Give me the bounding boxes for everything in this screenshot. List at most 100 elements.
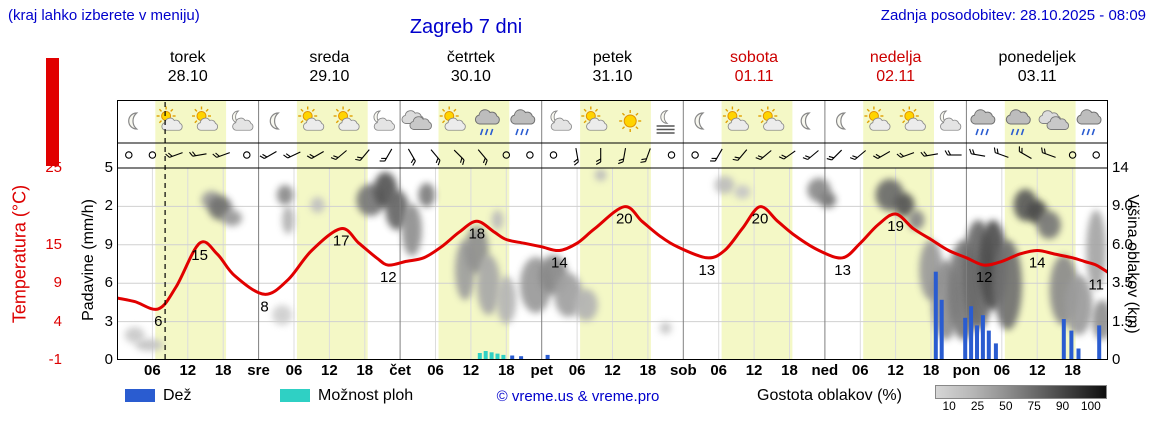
shower-bar [483, 351, 488, 360]
time-label-18: 18 [1064, 362, 1081, 379]
weather-icon-sun-cloud [192, 106, 218, 131]
wind-barb-icon [595, 148, 602, 165]
weather-icon-moon-cloud [373, 110, 395, 131]
weather-icon-rain [474, 109, 500, 136]
time-label-12: 12 [887, 362, 904, 379]
time-label-pet: pet [530, 362, 553, 379]
wind-calm-icon [125, 151, 133, 159]
weather-icon-moon [128, 112, 139, 130]
weather-icon-moon [800, 112, 811, 130]
time-label-čet: čet [389, 362, 411, 379]
weather-icon-rain [970, 109, 996, 136]
weather-icon-sun-cloud [581, 106, 608, 131]
plot-border [117, 100, 1108, 360]
temperature-label: 20 [616, 211, 633, 228]
precipitation-tick-2: 2 [104, 197, 113, 215]
cloud-blob [1092, 300, 1108, 340]
rain-bar [993, 343, 998, 360]
weather-icon-moon-cloud [939, 110, 962, 131]
wind-barb-icon [430, 149, 441, 166]
temperature-label: 13 [699, 262, 716, 279]
wind-barb-icon [802, 150, 819, 161]
weather-icon-sun-cloud [758, 106, 785, 131]
temperature-label: 18 [468, 225, 485, 242]
cloud-blob [714, 176, 735, 194]
weather-icon-sun-cloud [899, 106, 926, 131]
rain-bar [1069, 330, 1074, 360]
cloud-blob [496, 276, 517, 324]
cloud-blob [135, 339, 164, 351]
wind-barb-icon [165, 152, 183, 158]
wind-barb-icon [993, 147, 1009, 158]
rain-bar [545, 354, 550, 360]
time-label-sre: sre [247, 362, 270, 379]
cloud-blob [819, 192, 837, 208]
temperature-label: 15 [191, 247, 208, 264]
cloud-blob [1064, 275, 1093, 335]
time-label-06: 06 [285, 362, 303, 379]
wind-barb-icon [778, 150, 796, 160]
cloud-blob [491, 210, 504, 230]
rain-bar [939, 299, 944, 360]
cloud-height-tick-14: 14 [1112, 159, 1129, 176]
shower-bar [477, 353, 482, 360]
location-hint: (kraj lahko izberete v meniju) [8, 7, 200, 24]
daylight-band [155, 100, 227, 360]
weather-icon-moon [836, 112, 847, 130]
precipitation-tick-3: 3 [104, 312, 113, 330]
temperature-label: 19 [887, 218, 904, 235]
wind-calm-icon [502, 151, 511, 159]
cloud-blob [401, 204, 422, 256]
temperature-tick-25: 25 [45, 159, 62, 176]
rain-bar [963, 317, 968, 360]
cloud-blob [222, 210, 242, 226]
shower-bar [495, 353, 500, 360]
weather-icon-sun-cloud [333, 106, 360, 131]
time-label-18: 18 [497, 362, 515, 379]
shower-bar [501, 354, 506, 360]
temperature-scale-strip [46, 58, 59, 166]
weather-icon-sun [619, 110, 642, 132]
wind-calm-icon [667, 151, 676, 159]
cloud-blob [894, 193, 915, 217]
weather-icon-moon [694, 112, 705, 130]
rain-bar [986, 330, 991, 360]
temperature-label: 12 [380, 269, 397, 286]
temperature-label: 13 [834, 262, 851, 279]
weather-icon-rain [1005, 109, 1031, 136]
time-label-18: 18 [922, 362, 940, 379]
time-label-18: 18 [639, 362, 657, 379]
weather-icon-cloud [1038, 110, 1069, 130]
temperature-label: 14 [551, 255, 568, 272]
wind-barb-icon [1041, 147, 1056, 158]
rain-bar [969, 306, 974, 360]
wind-barb-icon [259, 151, 277, 159]
wind-calm-icon [243, 151, 251, 159]
wind-barb-icon [477, 149, 488, 166]
copyright-link[interactable]: © vreme.us & vreme.pro [496, 388, 660, 405]
cloud-blob [310, 197, 325, 213]
temperature-label: 8 [260, 298, 268, 315]
wind-barb-icon [710, 148, 723, 162]
showers-legend-swatch [280, 389, 310, 402]
cloud-scale-label-25: 25 [970, 399, 985, 413]
page-title: Zagreb 7 dni [409, 16, 523, 38]
day-header-ponedeljek: ponedeljek 03.11 [966, 48, 1108, 86]
weather-icon-rain [1076, 109, 1102, 136]
wind-barb-icon [573, 148, 579, 166]
cloud-blob [124, 327, 145, 343]
time-label-12: 12 [745, 362, 763, 379]
rain-bar [933, 271, 938, 360]
cloud-scale-label-10: 10 [942, 399, 956, 413]
wind-barb-icon [640, 148, 651, 163]
day-header-petek: petek 31.10 [542, 48, 684, 86]
wind-calm-icon [691, 151, 699, 159]
day-header-sreda: sreda 29.10 [259, 48, 401, 86]
last-update-timestamp: Zadnja posodobitev: 28.10.2025 - 08:09 [880, 7, 1146, 24]
cloud-blob [272, 305, 293, 325]
time-label-12: 12 [179, 362, 197, 379]
day-name: četrtek [446, 49, 495, 66]
cloud-blob [659, 322, 672, 334]
day-header-sobota: sobota 01.11 [683, 48, 825, 86]
